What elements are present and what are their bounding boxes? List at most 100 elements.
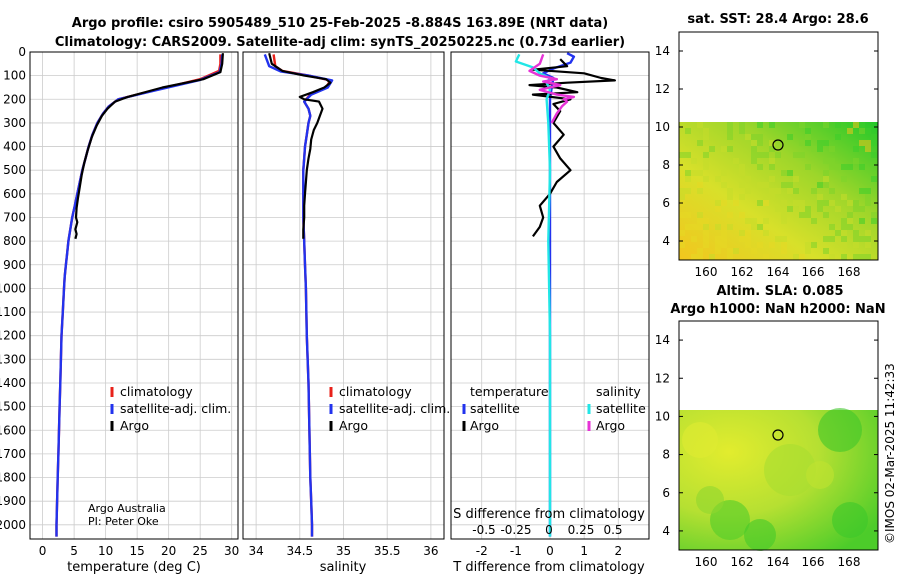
sst-cell [865, 254, 871, 260]
sst-cell [805, 164, 811, 170]
sst-cell [853, 236, 859, 242]
sst-cell [757, 152, 763, 158]
sst-cell [787, 134, 793, 140]
depth-tick-labels: 0 100 200 300 400 500 600 700 800 900 1000 1100 1200… [0, 45, 26, 532]
sst-cell [685, 212, 691, 218]
sla-map-title2: Argo h1000: NaN h2000: NaN [670, 302, 885, 317]
s-difference-tick-label: -0.25 [500, 523, 531, 537]
sst-cell [871, 134, 877, 140]
depth-tick-label: 1400 [0, 376, 26, 390]
sst-cell [679, 134, 685, 140]
salinity-grid [243, 51, 444, 539]
sla-anomaly-patch [744, 519, 776, 551]
sst-cell [739, 182, 745, 188]
depth-tick-label: 1100 [0, 305, 26, 319]
sst-cell [817, 200, 823, 206]
sst-cell [727, 134, 733, 140]
latitude-tick-label: 14 [655, 44, 670, 58]
depth-tick-label: 600 [3, 187, 26, 201]
difference-tick-labels: -2 -1 0 1 2 [476, 544, 622, 558]
sst-cell [691, 224, 697, 230]
sst-cell [763, 182, 769, 188]
sst-cell [859, 188, 865, 194]
sst-map: sat. SST: 28.4 Argo: 28.6 160 162 164 166 16… [655, 12, 879, 279]
x-tick-label: -2 [476, 544, 488, 558]
sst-cell [745, 230, 751, 236]
latitude-tick-label: 12 [655, 82, 670, 96]
sst-cell [685, 152, 691, 158]
x-tick-label: 15 [130, 544, 145, 558]
sla-field-texture [682, 408, 868, 551]
legend-label-argo: Argo [339, 418, 368, 433]
series-line-climatology [272, 54, 332, 537]
sst-cell [865, 146, 871, 152]
sst-cell [739, 236, 745, 242]
sst-cell [721, 242, 727, 248]
sst-cell [703, 164, 709, 170]
sst-cell [697, 170, 703, 176]
depth-tick-label: 300 [3, 116, 26, 130]
x-tick-label: 35.5 [374, 544, 401, 558]
sst-cell [841, 176, 847, 182]
credit-line1: Argo Australia [88, 502, 166, 515]
sst-cell [757, 134, 763, 140]
longitude-tick-label: 160 [695, 265, 718, 279]
sst-cell [757, 164, 763, 170]
sst-cell [787, 182, 793, 188]
longitude-tick-label: 166 [802, 555, 825, 569]
depth-tick-label: 1800 [0, 471, 26, 485]
depth-tick-label: 100 [3, 69, 26, 83]
sst-cell [865, 188, 871, 194]
sla-map-title1: Altim. SLA: 0.085 [717, 284, 844, 299]
sst-cell [805, 242, 811, 248]
sst-cell [865, 194, 871, 200]
sst-cell [793, 176, 799, 182]
depth-tick-label: 1200 [0, 329, 26, 343]
sst-cell [853, 200, 859, 206]
sst-cell [853, 254, 859, 260]
sla-map-frame [678, 320, 879, 551]
depth-tick-label: 900 [3, 258, 26, 272]
sst-cell [679, 230, 685, 236]
sst-cell [829, 164, 835, 170]
series-line-salinity-argo [528, 53, 576, 124]
sst-cell [853, 122, 859, 128]
sst-cell [859, 218, 865, 224]
x-tick-label: 30 [224, 544, 239, 558]
sst-cell [817, 230, 823, 236]
sst-field-texture [679, 122, 877, 260]
sst-cell [853, 158, 859, 164]
sst-cell [703, 230, 709, 236]
sst-cell [751, 134, 757, 140]
sla-anomaly-patch [710, 500, 750, 540]
sst-cell [835, 230, 841, 236]
sst-cell [829, 236, 835, 242]
sst-map-tick-labels: 160 162 164 166 168 4 6 8 10 12 14 [655, 44, 878, 279]
sst-cell [715, 242, 721, 248]
sla-anomaly-patch [696, 486, 724, 514]
difference-xlabel: T difference from climatology [452, 560, 645, 575]
sst-cell [697, 122, 703, 128]
sst-cell [703, 152, 709, 158]
depth-tick-label: 2000 [0, 518, 26, 532]
sst-cell [847, 218, 853, 224]
sst-cell [739, 194, 745, 200]
x-tick-label: 10 [98, 544, 113, 558]
sst-cell [781, 212, 787, 218]
longitude-tick-label: 166 [802, 265, 825, 279]
salinity-legend: climatology satellite-adj. clim. Argo [329, 384, 450, 433]
sst-cell [757, 122, 763, 128]
sst-cell [781, 182, 787, 188]
sst-cell [859, 254, 865, 260]
sst-cell [715, 200, 721, 206]
sst-cell [763, 230, 769, 236]
sst-cell [703, 218, 709, 224]
sst-cell [703, 242, 709, 248]
sst-cell [727, 248, 733, 254]
x-tick-label: 36 [423, 544, 438, 558]
latitude-tick-label: 4 [662, 234, 670, 248]
sst-cell [727, 224, 733, 230]
sla-map: Altim. SLA: 0.085 Argo h1000: NaN h2000:… [655, 284, 886, 569]
sst-cell [769, 194, 775, 200]
sst-cell [703, 158, 709, 164]
